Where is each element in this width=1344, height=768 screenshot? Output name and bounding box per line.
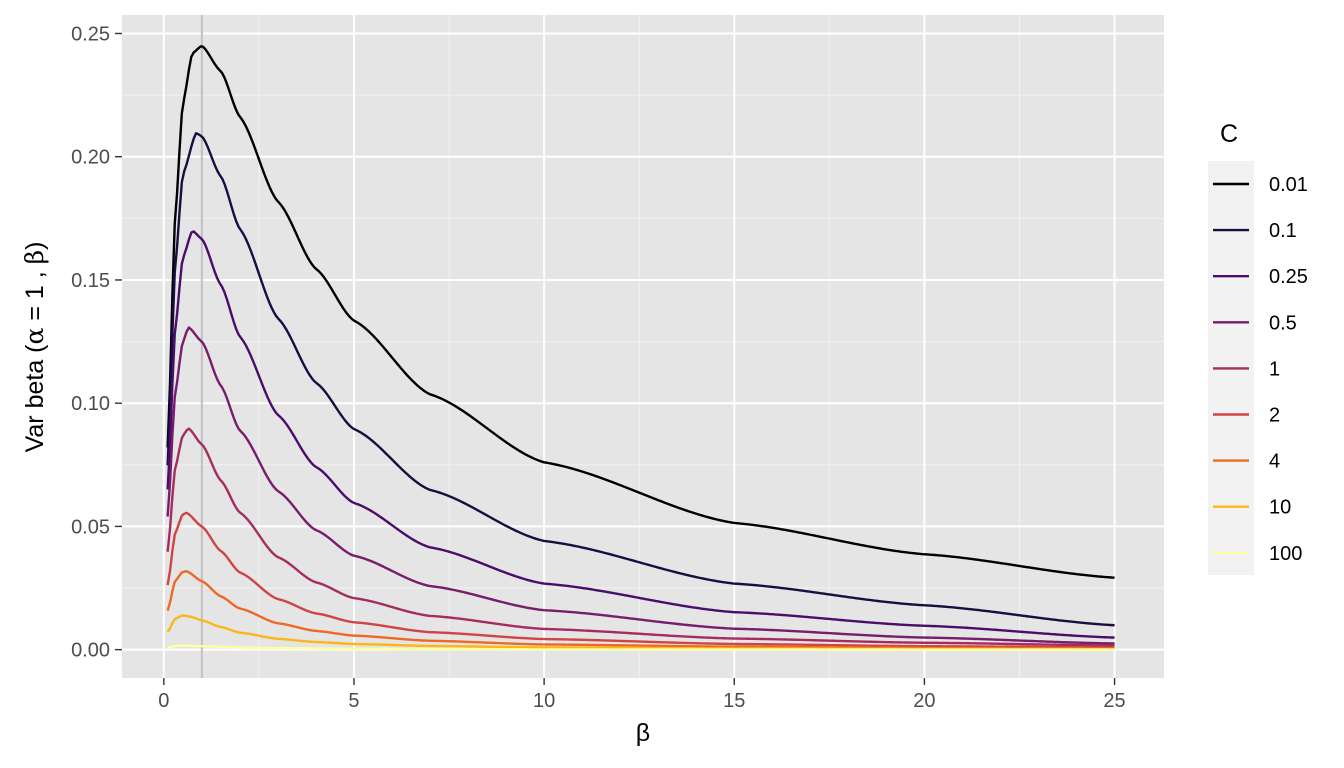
- legend-items: 0.01 0.1 0.25 0.5 1 2 4 10 100: [1213, 174, 1308, 565]
- y-axis: 0.00 0.05 0.10 0.15 0.20 0.25: [71, 23, 122, 662]
- y-tick-label: 0.10: [71, 393, 110, 415]
- y-axis-title-prefix: Var beta (: [21, 344, 49, 453]
- y-axis-title: Var beta (α = 1 , β): [20, 242, 49, 453]
- x-tick-label: 10: [533, 690, 555, 712]
- x-axis: 0 5 10 15 20 25: [158, 678, 1126, 712]
- series-line-2: [166, 511, 1115, 649]
- plot-panel: [122, 15, 1164, 678]
- legend-label-100: 100: [1269, 543, 1302, 565]
- series-lines: [166, 45, 1115, 651]
- minor-gridlines: [122, 15, 1164, 678]
- x-tick-label: 5: [348, 690, 359, 712]
- x-tick-label: 0: [158, 690, 169, 712]
- legend-label-0.1: 0.1: [1269, 220, 1297, 242]
- series-line-0.25: [166, 230, 1115, 639]
- y-axis-title-eq: = 1 ,: [21, 264, 49, 327]
- x-axis-title: β: [636, 719, 650, 747]
- series-line-100: [167, 644, 1115, 651]
- legend-label-0.25: 0.25: [1269, 266, 1308, 288]
- x-tick-label: 20: [913, 690, 935, 712]
- legend-label-2: 2: [1269, 405, 1280, 427]
- x-tick-label: 25: [1103, 690, 1125, 712]
- legend-label-0.5: 0.5: [1269, 312, 1297, 334]
- legend-label-1: 1: [1269, 358, 1280, 380]
- series-line-0.1: [166, 132, 1115, 627]
- y-tick-label: 0.05: [71, 516, 110, 538]
- series-line-1: [166, 427, 1115, 647]
- y-axis-title-beta: β: [20, 250, 49, 264]
- y-axis-title-alpha: α: [20, 327, 49, 344]
- y-tick-label: 0.00: [71, 640, 110, 662]
- series-line-0.01: [166, 45, 1115, 579]
- series-line-0.5: [166, 326, 1115, 645]
- legend-label-4: 4: [1269, 451, 1280, 473]
- y-axis-title-suffix: ): [21, 242, 49, 250]
- legend: C 0.01 0.1 0.25 0.5 1 2 4 10 100: [1208, 120, 1308, 575]
- legend-label-10: 10: [1269, 497, 1291, 519]
- legend-title: C: [1220, 120, 1238, 148]
- y-tick-label: 0.25: [71, 23, 110, 45]
- y-tick-label: 0.15: [71, 270, 110, 292]
- y-tick-label: 0.20: [71, 147, 110, 169]
- legend-label-0.01: 0.01: [1269, 174, 1308, 196]
- x-tick-label: 15: [723, 690, 745, 712]
